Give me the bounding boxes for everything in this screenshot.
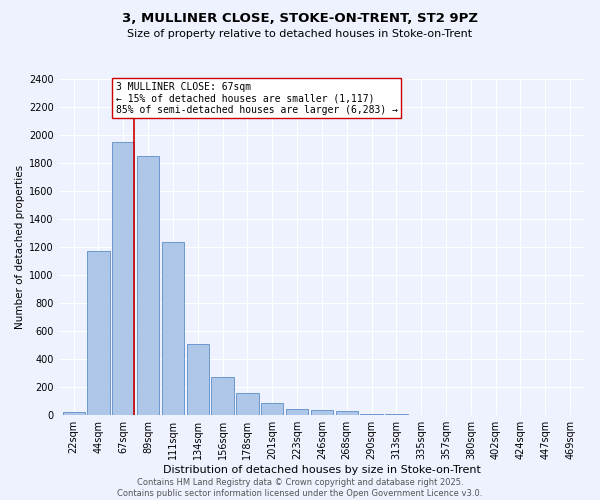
Bar — [311, 410, 333, 415]
Bar — [137, 156, 160, 415]
Bar — [112, 142, 134, 415]
Bar — [211, 378, 234, 415]
Bar — [88, 252, 110, 415]
Text: 3 MULLINER CLOSE: 67sqm
← 15% of detached houses are smaller (1,117)
85% of semi: 3 MULLINER CLOSE: 67sqm ← 15% of detache… — [116, 82, 398, 115]
Bar — [62, 412, 85, 415]
Bar — [385, 414, 407, 415]
Bar — [410, 414, 433, 415]
Bar — [236, 394, 259, 415]
Text: Contains HM Land Registry data © Crown copyright and database right 2025.
Contai: Contains HM Land Registry data © Crown c… — [118, 478, 482, 498]
Text: 3, MULLINER CLOSE, STOKE-ON-TRENT, ST2 9PZ: 3, MULLINER CLOSE, STOKE-ON-TRENT, ST2 9… — [122, 12, 478, 26]
Bar — [162, 242, 184, 415]
Y-axis label: Number of detached properties: Number of detached properties — [15, 165, 25, 329]
Bar — [286, 409, 308, 415]
X-axis label: Distribution of detached houses by size in Stoke-on-Trent: Distribution of detached houses by size … — [163, 465, 481, 475]
Bar — [187, 344, 209, 415]
Bar — [361, 414, 383, 415]
Bar — [261, 403, 283, 415]
Text: Size of property relative to detached houses in Stoke-on-Trent: Size of property relative to detached ho… — [127, 29, 473, 39]
Bar — [335, 410, 358, 415]
